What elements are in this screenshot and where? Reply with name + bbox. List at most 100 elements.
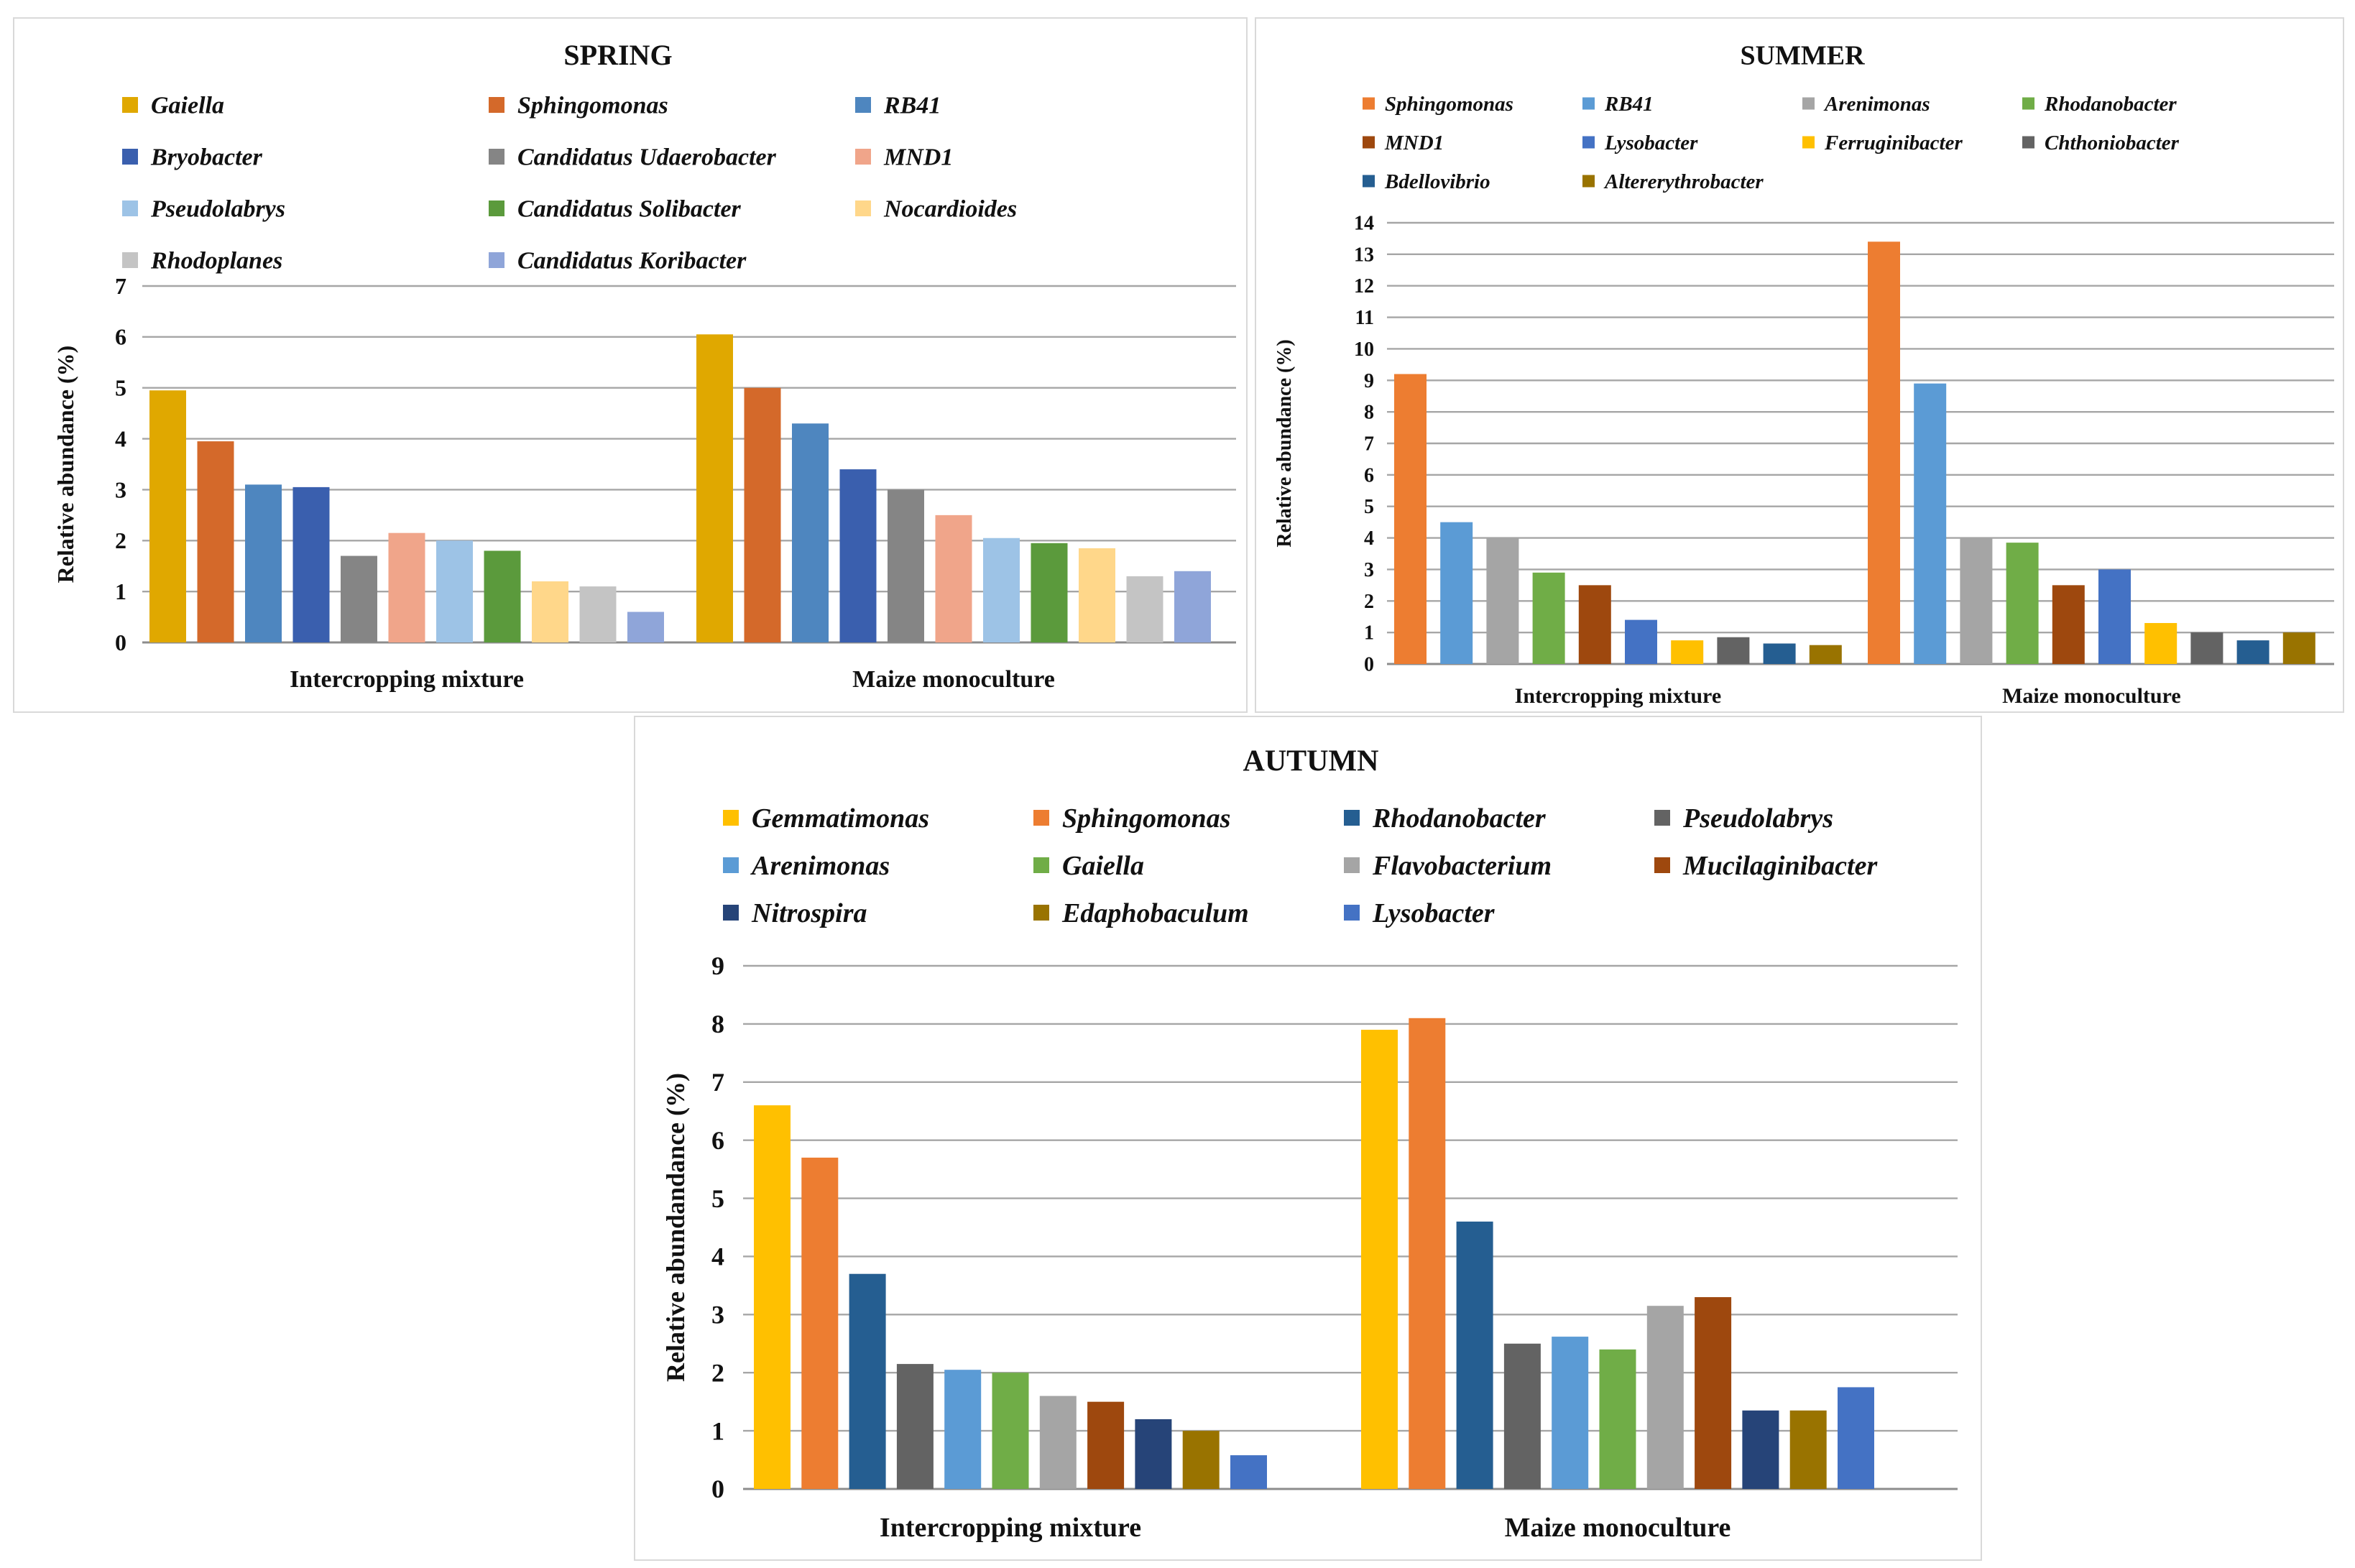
bar (1182, 1431, 1220, 1489)
x-category-label: Intercropping mixture (1515, 684, 1722, 708)
legend-label: Ferruginibacter (1824, 132, 1963, 155)
bar (696, 334, 733, 642)
bar (1394, 374, 1427, 664)
legend-swatch (1802, 136, 1815, 149)
legend-label: Flavobacterium (1372, 851, 1552, 881)
legend-swatch (2022, 136, 2034, 149)
legend-label: Rhodoplanes (150, 248, 282, 275)
bar (992, 1373, 1029, 1489)
bar (1440, 522, 1473, 664)
legend-swatch (855, 200, 871, 216)
legend-swatch (1344, 810, 1360, 826)
legend-swatch (1363, 136, 1375, 149)
y-tick-label: 7 (1364, 433, 1374, 456)
y-tick-label: 4 (1364, 527, 1374, 550)
legend-swatch (1582, 175, 1595, 188)
bar (388, 532, 425, 642)
y-tick-label: 2 (115, 527, 126, 553)
bar (1868, 241, 1900, 664)
legend-label: Candidatus Udaerobacter (517, 144, 777, 171)
legend-swatch (122, 200, 138, 216)
legend-label: MND1 (1384, 132, 1444, 155)
bar (1763, 643, 1796, 664)
bar (1646, 1306, 1684, 1489)
bar (1039, 1396, 1077, 1489)
bar (1409, 1018, 1446, 1489)
y-tick-label: 4 (711, 1242, 724, 1271)
y-tick-label: 3 (1364, 559, 1374, 581)
bar (1174, 571, 1211, 642)
legend-swatch (855, 97, 871, 113)
bar (1671, 640, 1704, 664)
bar (744, 387, 781, 642)
x-category-label: Intercropping mixture (880, 1513, 1141, 1543)
x-category-label: Maize monoculture (1505, 1513, 1731, 1543)
bar (341, 555, 377, 642)
bar (1031, 543, 1068, 642)
legend-swatch (723, 810, 739, 826)
legend-label: Chthoniobacter (2045, 132, 2180, 155)
legend-swatch (1363, 97, 1375, 110)
y-tick-label: 11 (1355, 307, 1374, 329)
bar (2236, 640, 2269, 664)
legend-swatch (489, 200, 504, 216)
bar (935, 515, 972, 642)
y-axis-label: Relative abundance (%) (1273, 339, 1296, 547)
y-tick-label: 2 (1364, 591, 1374, 613)
bar (1486, 538, 1519, 664)
y-tick-label: 0 (711, 1475, 724, 1503)
bar (1087, 1401, 1125, 1489)
bar (839, 469, 877, 642)
legend-label: Candidatus Solibacter (517, 196, 742, 223)
legend-label: Mucilaginibacter (1682, 851, 1878, 881)
bar (1552, 1337, 1589, 1489)
bar (532, 581, 568, 642)
bar (983, 538, 1020, 642)
y-tick-label: 1 (1364, 622, 1374, 645)
y-axis-label: Relative abundandance (%) (661, 1073, 690, 1382)
legend-label: Gaiella (151, 93, 224, 119)
legend-label: Nocardioides (883, 196, 1017, 223)
legend-swatch (1344, 857, 1360, 873)
chart-title: AUTUMN (1243, 745, 1379, 778)
chart-title: SPRING (563, 39, 672, 71)
legend-label: Arenimonas (1823, 93, 1930, 116)
legend-swatch (723, 905, 739, 921)
legend-label: Lysobacter (1372, 898, 1496, 928)
bar (2144, 622, 2177, 664)
chart-svg-autumn: AUTUMN Gemmatimonas Sphingomonas Rhodanobac… (661, 745, 1958, 1543)
bar (1914, 383, 1947, 664)
y-tick-label: 4 (115, 425, 126, 451)
bar (896, 1364, 934, 1489)
bar (801, 1157, 839, 1489)
bar (1599, 1349, 1636, 1489)
y-tick-label: 6 (115, 324, 126, 350)
legend-label: Rhodanobacter (2044, 93, 2177, 116)
y-tick-label: 2 (711, 1358, 724, 1387)
bar (149, 390, 186, 642)
bar (1532, 572, 1565, 664)
legend-label: Pseudolabrys (150, 196, 285, 223)
legend-swatch (1654, 857, 1670, 873)
legend-label: Gaiella (1062, 851, 1144, 881)
bar (2098, 569, 2131, 664)
legend-swatch (122, 97, 138, 113)
bar (1742, 1410, 1779, 1489)
bar (1126, 576, 1163, 642)
y-tick-label: 5 (115, 375, 126, 401)
y-tick-label: 5 (1364, 496, 1374, 518)
y-tick-label: 12 (1354, 275, 1374, 298)
x-category-label: Maize monoculture (2002, 684, 2181, 708)
legend-swatch (1582, 136, 1595, 149)
bar (1717, 637, 1750, 664)
bar (245, 484, 282, 642)
y-tick-label: 0 (115, 629, 126, 655)
legend-label: Sphingomonas (1385, 93, 1513, 116)
legend-label: Arenimonas (750, 851, 890, 881)
bar (197, 441, 234, 642)
bar (627, 612, 664, 642)
y-tick-label: 3 (115, 476, 126, 502)
legend-swatch (1582, 97, 1595, 110)
chart-panel-spring: SPRING Gaiella Sphingomonas RB41 Bryobacter C… (13, 17, 1248, 713)
legend-swatch (1344, 905, 1360, 921)
